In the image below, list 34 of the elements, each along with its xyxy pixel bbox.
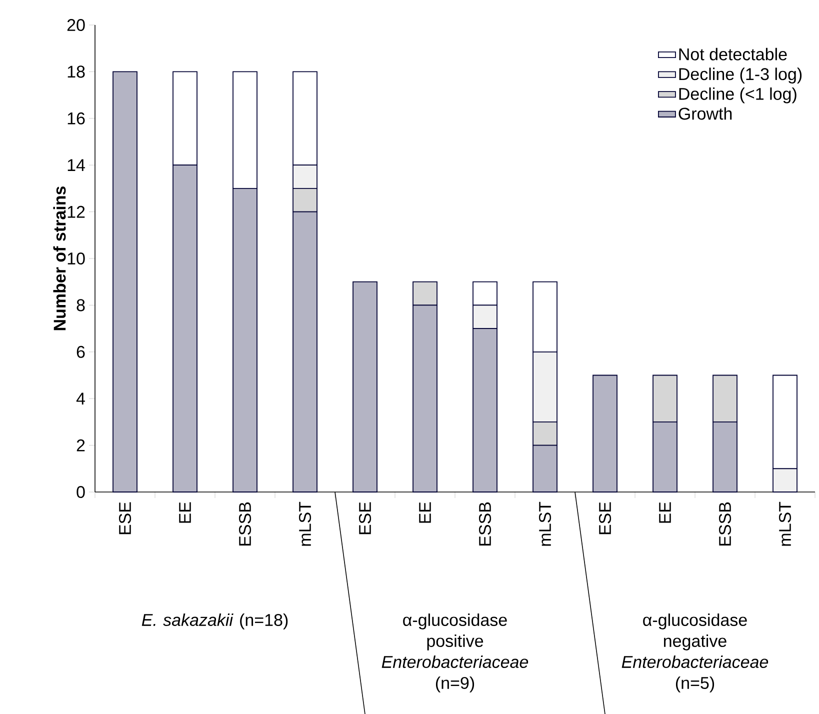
y-tick-label: 16 — [68, 112, 85, 124]
y-tick-label: 20 — [67, 18, 85, 32]
y-tick-label: 18 — [68, 66, 85, 78]
legend-label: Decline (<1 log) — [679, 87, 796, 104]
bar — [592, 374, 618, 492]
x-tick-label: ESSB — [718, 502, 732, 546]
bar — [112, 71, 138, 492]
x-tick-label: EE — [179, 502, 191, 523]
y-tick-label: 6 — [76, 346, 85, 358]
x-tick-label: mLST — [778, 502, 792, 546]
x-tick-label: EE — [419, 502, 431, 523]
y-tick-label: 12 — [68, 206, 85, 218]
y-tick-label: 4 — [76, 392, 85, 404]
x-tick-label: EE — [659, 502, 671, 523]
legend-label: Growth — [678, 107, 732, 120]
x-tick-label: mLST — [538, 502, 552, 546]
legend-label: Decline (1-3 log) — [679, 68, 802, 84]
y-tick-label: 8 — [76, 299, 85, 312]
y-tick-label: 10 — [68, 252, 85, 265]
text: E. sakazakii (n=18) — [142, 614, 288, 630]
x-tick-label: ESE — [598, 502, 612, 534]
x-tick-label: ESSB — [478, 502, 492, 546]
x-tick-label: mLST — [298, 502, 312, 546]
legend-label: Not detectable — [679, 48, 787, 60]
x-tick-label: ESSB — [238, 502, 252, 546]
x-tick-label: ESE — [358, 502, 372, 534]
x-tick-label: ESE — [118, 502, 132, 534]
bar — [352, 281, 378, 492]
text: α-glucosidase positive Enterobacteriaceae (n=9) — [382, 614, 528, 692]
y-tick-label: 0 — [76, 486, 85, 498]
y-axis-title: Number of strains — [53, 186, 66, 330]
text: α-glucosidase negative Enterobacteriaceae (n=5) — [622, 614, 768, 692]
y-tick-label: 2 — [76, 439, 85, 452]
y-tick-label: 14 — [68, 159, 85, 171]
